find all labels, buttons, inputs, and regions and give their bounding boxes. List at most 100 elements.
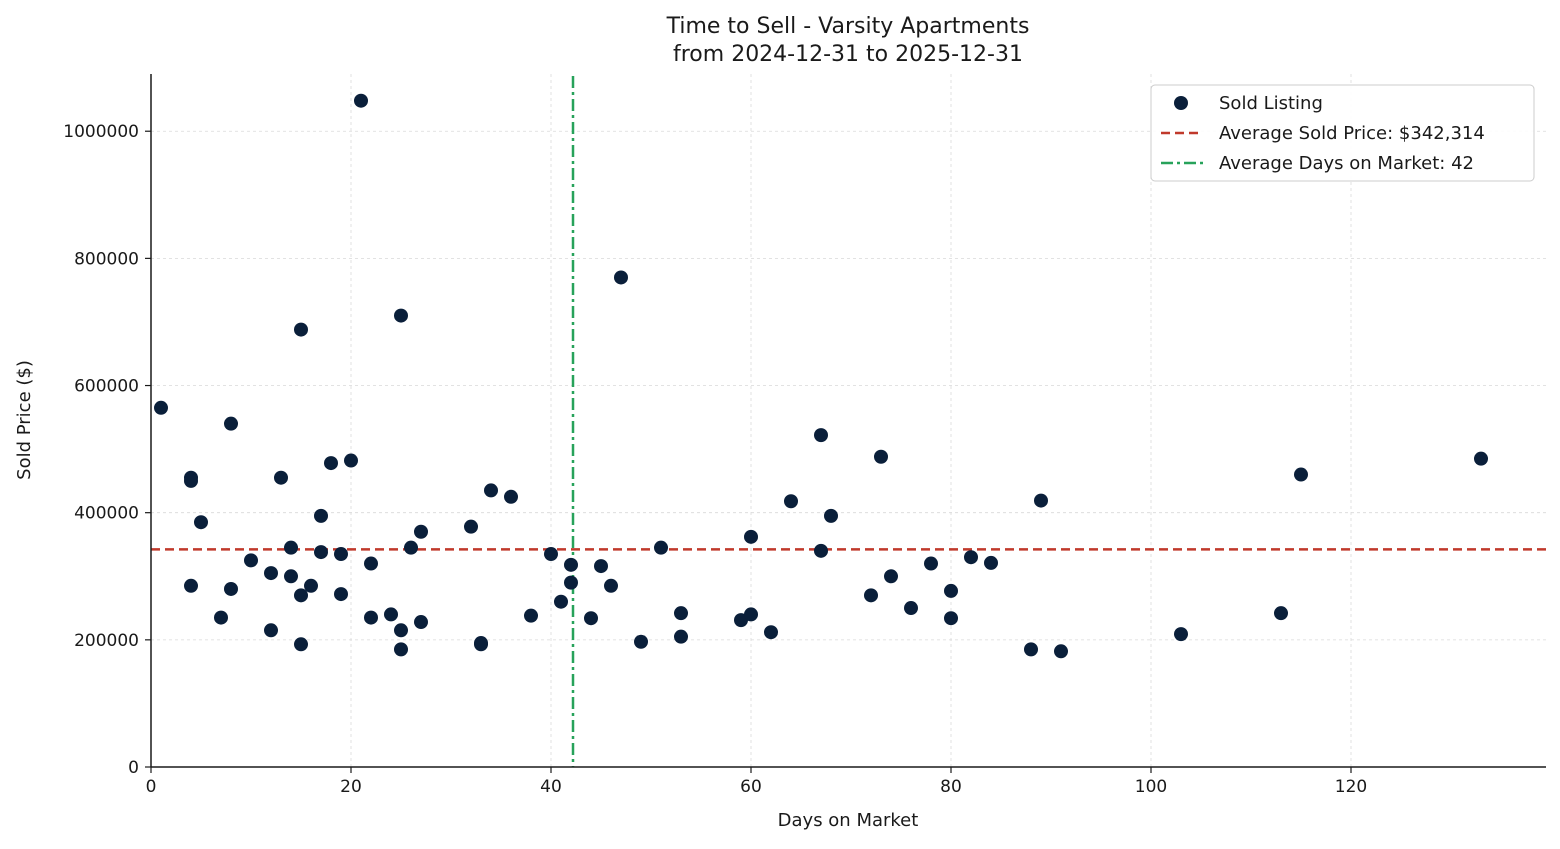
data-point [674,606,688,621]
data-point [404,540,418,555]
data-point [824,508,838,523]
data-point [304,578,318,593]
data-point [414,524,428,539]
data-point [784,494,798,509]
legend-label-sold-listing: Sold Listing [1219,93,1323,114]
data-point [584,611,598,626]
data-point [674,629,688,644]
data-point [544,547,558,562]
data-point [384,607,398,622]
data-point [394,642,408,657]
x-tick-label: 60 [740,777,762,797]
y-tick-label: 200000 [74,631,139,651]
y-tick-label: 800000 [74,249,139,269]
chart-title: Time to Sell - Varsity Apartments [666,14,1030,39]
data-point [634,634,648,649]
data-point [864,588,878,603]
data-point [874,449,888,464]
reference-lines [151,76,1546,767]
data-point [224,416,238,431]
y-axis-label: Sold Price ($) [14,360,35,480]
axes: 0 20 40 60 80 100 120 0 200000 400000 600000 800000… [63,74,1546,797]
data-point [214,610,228,625]
x-tick-label: 20 [340,777,362,797]
data-point [394,623,408,638]
data-point [924,556,938,571]
data-point [984,555,998,570]
data-point [294,588,308,603]
data-point [944,611,958,626]
data-point [1034,493,1048,508]
data-point [264,566,278,581]
x-tick-label: 0 [146,777,157,797]
grid-lines [151,74,1546,767]
legend: Sold Listing Average Sold Price: $342,31… [1150,84,1535,182]
data-point [654,540,668,555]
y-tick-label: 0 [128,758,139,778]
data-point [1274,606,1288,621]
data-point [1174,627,1188,642]
data-point [614,270,628,285]
data-point [284,540,298,555]
data-point [184,473,198,488]
data-point [244,553,258,568]
data-point [224,581,238,596]
data-point [194,515,208,530]
data-point [414,615,428,630]
x-axis-label: Days on Market [778,810,919,831]
data-point [354,93,368,108]
legend-label-avg-days: Average Days on Market: 42 [1219,153,1474,174]
y-tick-label: 1000000 [63,122,139,142]
legend-marker-sold-listing [1174,96,1188,110]
data-point [764,625,778,640]
chart-subtitle: from 2024-12-31 to 2025-12-31 [673,42,1023,67]
data-point [1474,451,1488,466]
x-tick-label: 120 [1335,777,1367,797]
data-point [814,428,828,443]
data-point [564,575,578,590]
data-point [314,545,328,560]
data-point [364,556,378,571]
y-tick-label: 400000 [74,504,139,524]
x-tick-label: 100 [1135,777,1167,797]
legend-box [1150,84,1535,182]
legend-label-avg-price: Average Sold Price: $342,314 [1219,123,1485,144]
data-point [344,453,358,468]
data-point [964,550,978,565]
data-point [294,637,308,652]
data-point [184,578,198,593]
data-point [594,559,608,574]
data-point [334,587,348,602]
data-point [394,308,408,323]
data-point [474,637,488,652]
data-point [554,594,568,609]
x-tick-label: 80 [940,777,962,797]
data-point [484,483,498,498]
data-point [504,489,518,504]
data-point [1294,467,1308,482]
data-point [944,583,958,598]
data-point [524,608,538,623]
data-point [604,578,618,593]
x-tick-label: 40 [540,777,562,797]
data-point [464,519,478,534]
data-point [564,557,578,572]
data-point [334,547,348,562]
data-point [1024,642,1038,657]
data-point [904,601,918,616]
data-point [314,508,328,523]
data-point [744,607,758,622]
data-point [284,569,298,584]
data-point [294,322,308,337]
data-point [744,529,758,544]
data-point [364,610,378,625]
data-point [274,470,288,485]
y-tick-label: 600000 [74,377,139,397]
data-point [884,569,898,584]
data-points [154,93,1488,659]
data-point [1054,644,1068,659]
data-point [264,623,278,638]
data-point [324,456,338,471]
